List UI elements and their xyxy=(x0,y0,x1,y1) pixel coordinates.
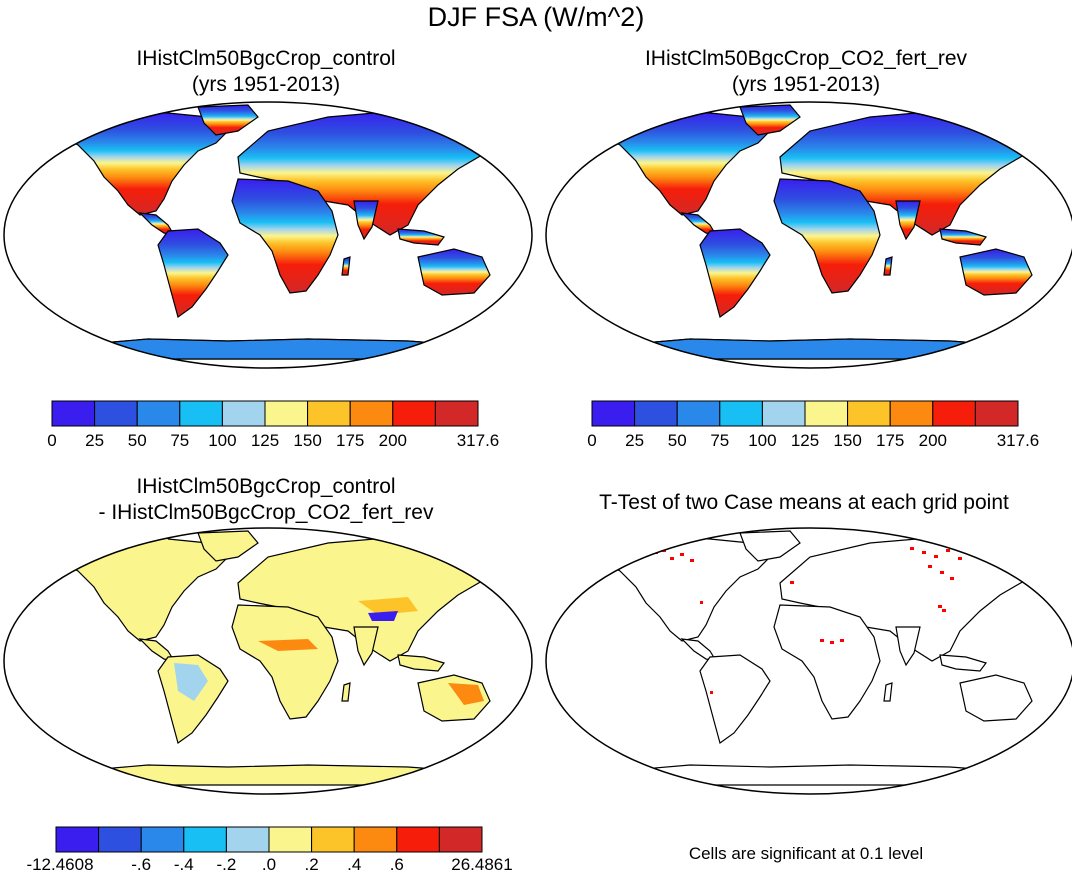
colorbar-swatch xyxy=(311,826,355,853)
colorbar-swatch xyxy=(349,400,394,427)
colorbar-swatch xyxy=(140,826,185,853)
colorbar-tick-label: -12.4608 xyxy=(26,855,93,874)
panel-title-line2: - IHistClm50BgcCrop_CO2_fert_rev xyxy=(98,501,434,524)
colorbar-swatch xyxy=(591,400,636,427)
map-co2-fert-rev xyxy=(545,101,1072,369)
panel-title-line1: IHistClm50BgcCrop_control xyxy=(136,47,396,70)
colorbar-swatch xyxy=(804,400,849,427)
colorbar-tick-label: 100 xyxy=(748,431,776,450)
panel-title-co2-fert-rev: IHistClm50BgcCrop_CO2_fert_rev (yrs 1951… xyxy=(556,46,1056,98)
colorbar-tick-label: 75 xyxy=(170,431,189,450)
colorbar-tick-label: 100 xyxy=(208,431,236,450)
colorbar-tick-label: 175 xyxy=(336,431,364,450)
colorbar-tick-label: 125 xyxy=(791,431,819,450)
colorbar-tick-label: 150 xyxy=(833,431,861,450)
colorbar-swatch xyxy=(847,400,891,427)
colorbar-tick-label: .4 xyxy=(347,855,361,874)
colorbar-tick-label: 200 xyxy=(379,431,407,450)
colorbar-tick-label: 150 xyxy=(293,431,321,450)
panel-title-line1: IHistClm50BgcCrop_control xyxy=(136,475,396,498)
colorbar-tick-label: 50 xyxy=(128,431,147,450)
significant-cells xyxy=(654,547,974,694)
colorbar-tick-label: 50 xyxy=(668,431,687,450)
colorbar-swatch xyxy=(225,826,270,853)
colorbar-tick-label: 200 xyxy=(919,431,947,450)
colorbar-swatch xyxy=(438,826,483,853)
colorbar-tick-label: .2 xyxy=(305,855,319,874)
colorbar-tick-label: 175 xyxy=(876,431,904,450)
colorbar-tick-label: -.4 xyxy=(174,855,194,874)
panel-title-line1: T-Test of two Case means at each grid po… xyxy=(599,491,1009,514)
main-title: DJF FSA (W/m^2) xyxy=(427,2,645,32)
colorbar-tick-label: 25 xyxy=(625,431,644,450)
colorbar-swatch xyxy=(396,826,440,853)
colorbar-tick-label: 317.6 xyxy=(457,431,500,450)
colorbar-swatch xyxy=(889,400,934,427)
colorbar-swatch xyxy=(264,400,309,427)
panel-title-line1: IHistClm50BgcCrop_CO2_fert_rev xyxy=(644,47,968,70)
colorbar-difference: -12.4608 -.6 -.4 -.2 .0 .2 .4 .6 26.4861 xyxy=(26,826,513,874)
colorbar-tick-label: 317.6 xyxy=(997,431,1040,450)
colorbar-swatch xyxy=(392,400,436,427)
panel-title-line2: (yrs 1951-2013) xyxy=(191,73,341,96)
colorbar-swatch xyxy=(268,826,313,853)
colorbar-swatch xyxy=(634,400,678,427)
colorbar-swatch xyxy=(136,400,181,427)
colorbar-tick-label: 125 xyxy=(251,431,279,450)
colorbar-tick-label: 0 xyxy=(587,431,596,450)
colorbar-swatch xyxy=(179,400,223,427)
colorbar-swatch xyxy=(353,826,398,853)
colorbar-swatch xyxy=(183,826,227,853)
colorbar-tick-label: .0 xyxy=(262,855,276,874)
colorbar-co2-fert-rev: 0 25 50 75 100 125 150 175 200 317.6 xyxy=(587,400,1040,450)
colorbar-swatch xyxy=(932,400,976,427)
colorbar-swatch xyxy=(761,400,806,427)
colorbar-swatch xyxy=(676,400,721,427)
colorbar-swatch xyxy=(221,400,266,427)
colorbar-swatch xyxy=(719,400,763,427)
colorbar-tick-label: 26.4861 xyxy=(451,855,512,874)
colorbar-swatch xyxy=(55,826,100,853)
panel-title-control: IHistClm50BgcCrop_control (yrs 1951-2013… xyxy=(16,46,516,98)
colorbar-tick-label: -.6 xyxy=(131,855,151,874)
colorbar-control: 0 25 50 75 100 125 150 175 200 317.6 xyxy=(47,400,500,450)
colorbar-tick-label: 0 xyxy=(47,431,56,450)
panel-title-line2: (yrs 1951-2013) xyxy=(731,73,881,96)
colorbar-swatch xyxy=(434,400,479,427)
panel-title-difference: IHistClm50BgcCrop_control - IHistClm50Bg… xyxy=(16,474,516,526)
ttest-note: Cells are significant at 0.1 level xyxy=(688,844,924,863)
colorbar-tick-label: 25 xyxy=(85,431,104,450)
panel-title-ttest: T-Test of two Case means at each grid po… xyxy=(536,490,1072,516)
map-control xyxy=(3,101,533,369)
colorbar-swatch xyxy=(974,400,1019,427)
colorbar-tick-label: -.2 xyxy=(216,855,236,874)
map-difference xyxy=(3,527,533,795)
colorbar-swatch xyxy=(98,826,142,853)
map-ttest xyxy=(545,527,1072,795)
colorbar-swatch xyxy=(51,400,96,427)
colorbar-swatch xyxy=(307,400,351,427)
colorbar-swatch xyxy=(94,400,138,427)
colorbar-tick-label: 75 xyxy=(710,431,729,450)
colorbar-tick-label: .6 xyxy=(390,855,404,874)
